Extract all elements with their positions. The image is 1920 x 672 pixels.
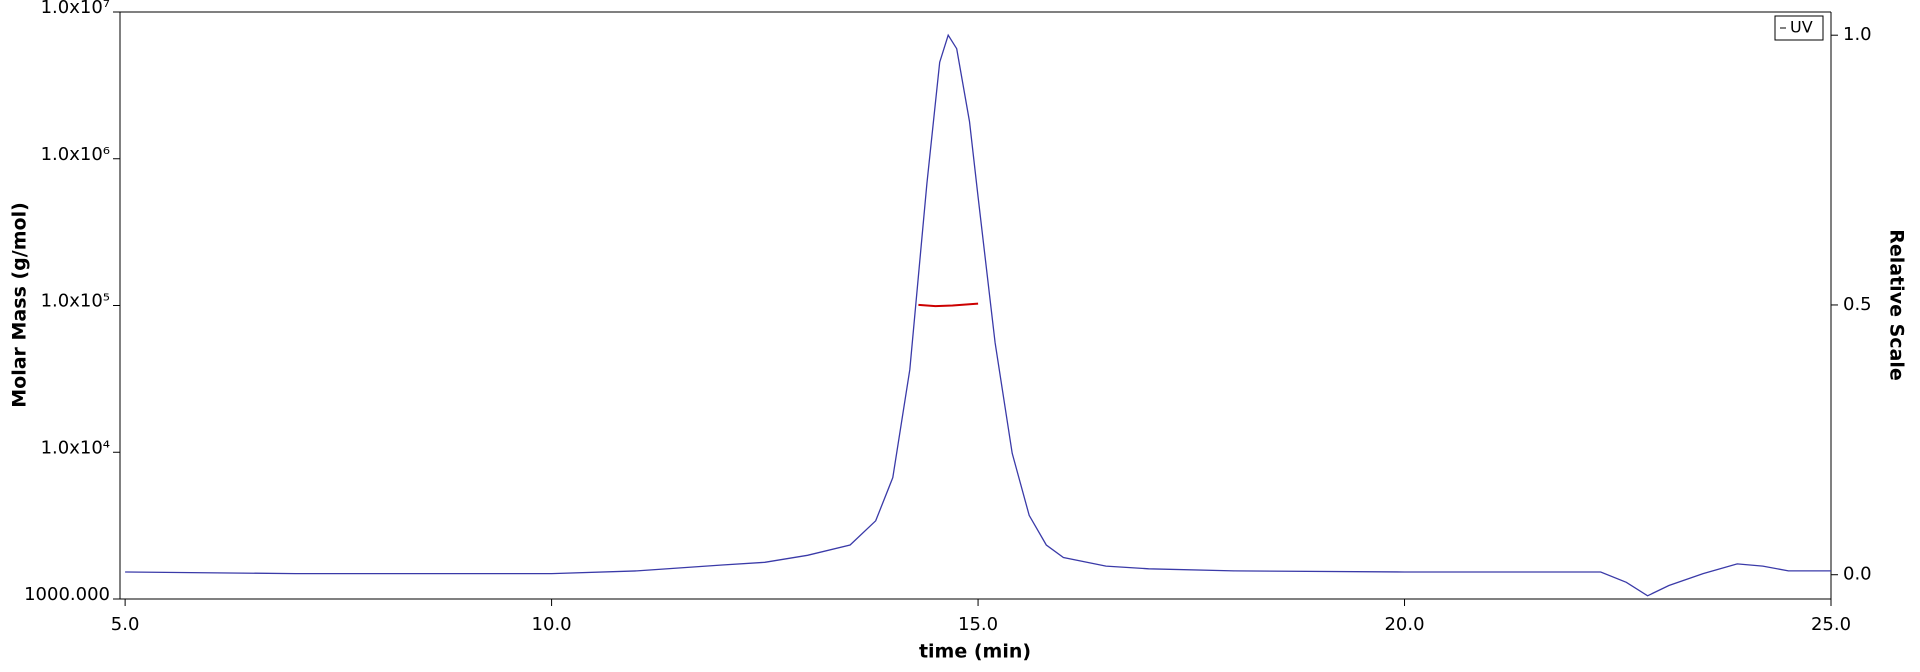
y-tick-label: 1.0x10⁴ — [41, 437, 110, 458]
x-tick-label: 15.0 — [958, 614, 998, 635]
x-tick-label: 5.0 — [111, 614, 140, 635]
y-tick-label: 1.0x10⁷ — [41, 0, 110, 18]
y2-axis-title: Relative Scale — [1886, 229, 1908, 381]
y2-tick-label: 0.5 — [1843, 294, 1872, 315]
x-axis-title: time (min) — [919, 641, 1031, 663]
series-line — [125, 33, 1831, 597]
y-axis-title: Molar Mass (g/mol) — [9, 202, 31, 408]
y-tick-label: 1000.000 — [24, 584, 110, 605]
y-tick-label: 1.0x10⁶ — [41, 144, 110, 165]
y2-tick-label: 0.0 — [1843, 564, 1872, 585]
legend-label: UV — [1790, 18, 1813, 37]
y-tick-label: 1.0x10⁵ — [41, 291, 110, 312]
x-tick-label: 10.0 — [532, 614, 572, 635]
series-line — [918, 302, 979, 308]
x-tick-label: 25.0 — [1811, 614, 1851, 635]
x-tick-label: 20.0 — [1384, 614, 1424, 635]
y2-tick-label: 1.0 — [1843, 24, 1872, 45]
